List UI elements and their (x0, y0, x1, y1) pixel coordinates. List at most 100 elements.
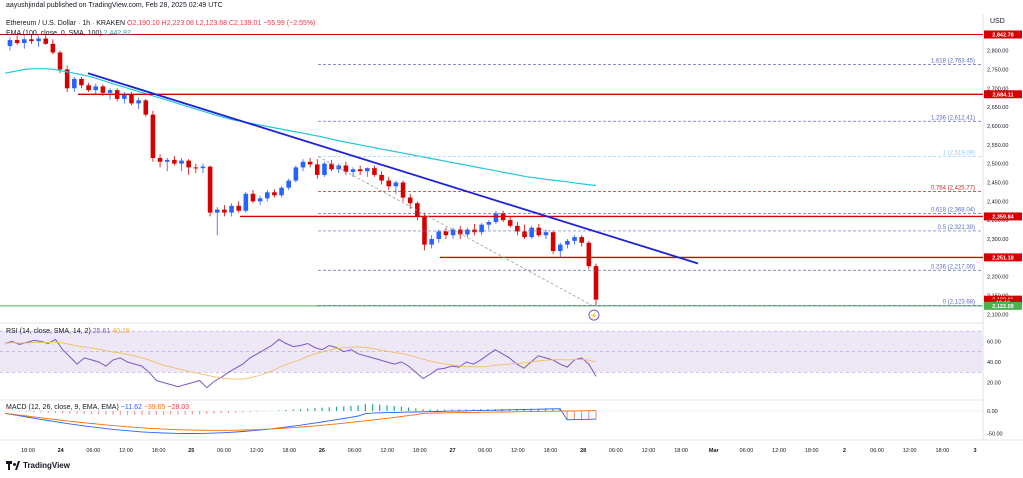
author-name: aayushjindal (6, 2, 45, 9)
fib-level-label: 0 (2,123.68) (943, 299, 975, 305)
macd-legend: MACD (12, 26, close, 9, EMA, EMA) −11.62… (6, 404, 189, 411)
candle-body (79, 78, 84, 86)
time-tick-label: 18:00 (674, 448, 688, 454)
tradingview-logo[interactable]: TradingView (6, 461, 70, 470)
candle-body (536, 227, 542, 236)
time-tick-label: 27 (449, 448, 455, 454)
publish-text: published on TradingView.com, Feb 28, 20… (46, 2, 223, 9)
macd-value: −11.62 (120, 404, 142, 411)
candle-body (243, 193, 249, 211)
candle-body (7, 40, 13, 47)
fib-level-label: 0.236 (2,217.00) (931, 264, 975, 270)
candle-body (186, 160, 191, 168)
candle-body (50, 43, 56, 53)
symbol-header: Ethereum / U.S. Dollar · 1h · KRAKEN O2,… (6, 20, 315, 27)
candle-body (100, 86, 106, 93)
time-tick-label: 12:00 (772, 448, 786, 454)
price-tick-label: 2,750.00 (987, 67, 1008, 73)
candle-body (365, 168, 370, 172)
price-tick-label: 2,650.00 (987, 105, 1008, 111)
candle-body (450, 229, 456, 236)
time-tick-label: 18:00 (805, 448, 819, 454)
candle-body (272, 192, 277, 196)
price-axis-badge-text: 2,122.59 (992, 304, 1013, 310)
price-axis-badge (984, 301, 1022, 310)
price-axis-badge (984, 212, 1022, 221)
candle-body (222, 209, 227, 213)
time-tick-label: 24 (58, 448, 65, 454)
fib-level-label: 1 (2,519.09) (943, 150, 975, 156)
time-tick-label: 06:00 (86, 448, 100, 454)
candle-body (593, 266, 599, 300)
price-axis-badge-text: 2,684.11 (992, 92, 1013, 98)
price-tick-label: 2,550.00 (987, 143, 1008, 149)
candle-body (565, 240, 570, 245)
candle-body (422, 216, 427, 245)
time-tick-label: 2 (843, 448, 846, 454)
candle-body (86, 85, 91, 91)
tradingview-logo-icon (6, 461, 20, 470)
macd-signal-value: −39.65 (143, 404, 166, 411)
rsi-tick-label: 60.00 (987, 339, 1001, 345)
candle-body (200, 166, 206, 169)
candle-body (207, 166, 213, 213)
ema-value: 2,442.82 (103, 30, 131, 37)
ohlc-values: O2,190.10 H2,223.08 L2,123.68 C2,139.01 … (127, 20, 316, 27)
time-tick-label: Mar (709, 448, 720, 454)
candle-body (307, 161, 313, 165)
time-tick-label: 06:00 (870, 448, 884, 454)
candle-body (136, 100, 141, 104)
candle-body (457, 229, 463, 235)
price-axis-badge-text: 2,842.78 (992, 32, 1013, 38)
time-tick-label: 06:00 (609, 448, 623, 454)
fib-level-label: 1.618 (2,763.45) (931, 58, 975, 64)
rsi-legend: RSI (14, close, SMA, 14, 2) 25.61 40.15 (6, 328, 130, 335)
time-tick-label: 18:00 (21, 448, 35, 454)
price-tick-label: 2,600.00 (987, 124, 1008, 130)
candle-body (522, 231, 527, 238)
candle-body (150, 114, 156, 158)
time-tick-label: 18:00 (152, 448, 166, 454)
price-tick-label: 2,200.00 (987, 275, 1008, 281)
fib-level-label: 0.764 (2,425.77) (931, 186, 975, 192)
time-tick-label: 18:00 (544, 448, 558, 454)
time-tick-label: 12:00 (380, 448, 394, 454)
macd-tick-label: 0.00 (987, 409, 998, 415)
candle-body (264, 192, 270, 199)
candle-body (315, 164, 320, 175)
time-tick-label: 06:00 (217, 448, 231, 454)
currency-label: USD (990, 18, 1005, 25)
macd-label: MACD (12, 26, close, 9, EMA, EMA) (6, 404, 119, 411)
rsi-ma-value: 40.15 (112, 328, 130, 335)
candle-body (122, 94, 127, 99)
candle-body (129, 94, 134, 104)
candle-body (379, 174, 384, 181)
candle-body (350, 169, 356, 172)
bearish-trend-line (87, 72, 699, 265)
candle-body (357, 169, 363, 172)
price-tick-label: 2,100.00 (987, 312, 1008, 318)
time-tick-label: 25 (188, 448, 194, 454)
rsi-tick-label: 40.00 (987, 360, 1001, 366)
candle-body (300, 161, 306, 168)
candle-body (157, 157, 163, 162)
rsi-value: 25.61 (92, 328, 111, 335)
fib-level-label: 0.5 (2,321.39) (938, 225, 975, 231)
time-tick-label: 12:00 (250, 448, 264, 454)
time-tick-label: 06:00 (478, 448, 492, 454)
candle-body (386, 180, 392, 187)
candle-body (329, 163, 334, 170)
candle-body (486, 222, 492, 225)
candle-body (507, 220, 513, 226)
time-tick-label: 12:00 (119, 448, 133, 454)
candle-body (72, 78, 77, 89)
candle-body (393, 182, 399, 187)
macd-tick-label: -50.00 (987, 432, 1003, 438)
publish-info: aayushjindal published on TradingView.co… (6, 2, 223, 9)
time-tick-label: 18:00 (282, 448, 296, 454)
candle-body (43, 38, 49, 44)
candle-body (429, 238, 434, 245)
candle-body (336, 165, 342, 170)
time-tick-label: 18:00 (413, 448, 427, 454)
